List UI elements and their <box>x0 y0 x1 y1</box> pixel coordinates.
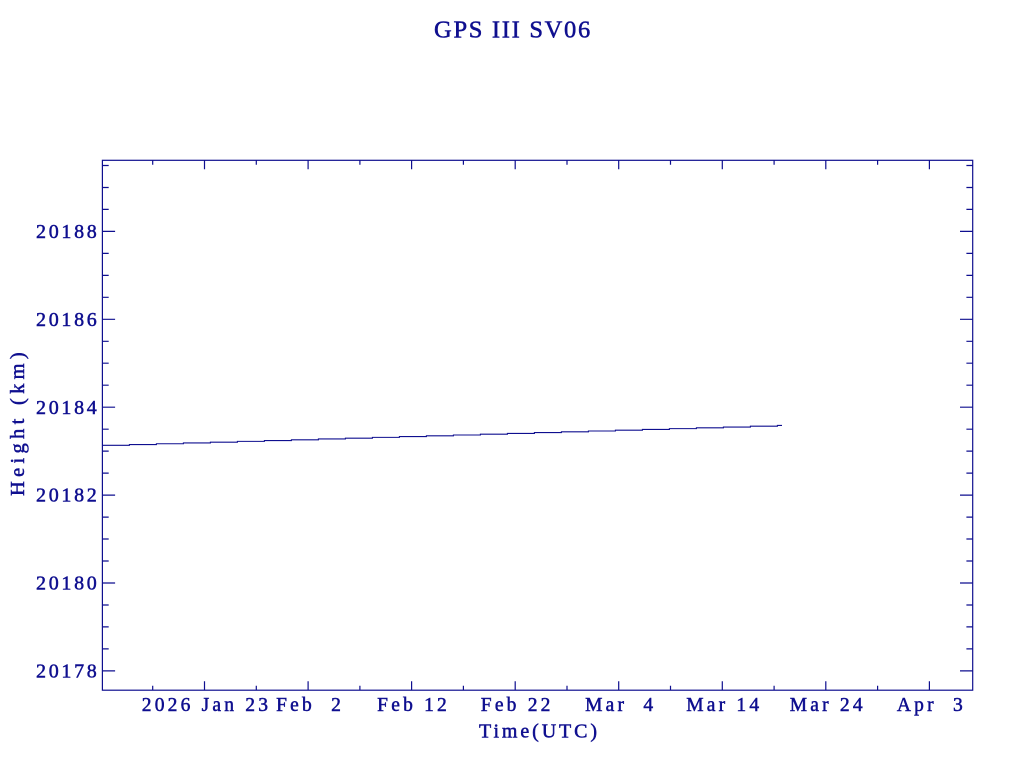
svg-text:Feb 2: Feb 2 <box>276 695 344 716</box>
svg-text:20178: 20178 <box>36 661 100 683</box>
svg-text:Time(UTC): Time(UTC) <box>479 721 600 743</box>
svg-text:20188: 20188 <box>36 221 100 243</box>
svg-text:20180: 20180 <box>36 573 100 595</box>
svg-text:Height (km): Height (km) <box>7 348 29 496</box>
svg-text:Feb 22: Feb 22 <box>481 695 554 716</box>
svg-text:Mar 24: Mar 24 <box>790 695 866 716</box>
svg-text:Apr 3: Apr 3 <box>897 695 966 716</box>
svg-text:Mar 14: Mar 14 <box>686 695 762 716</box>
svg-text:20184: 20184 <box>36 397 100 419</box>
svg-text:GPS III SV06: GPS III SV06 <box>434 17 592 44</box>
svg-text:20182: 20182 <box>36 485 100 507</box>
svg-text:2026 Jan 23: 2026 Jan 23 <box>142 695 271 716</box>
svg-text:Mar 4: Mar 4 <box>585 695 656 716</box>
svg-text:Feb 12: Feb 12 <box>377 695 450 716</box>
svg-text:20186: 20186 <box>36 309 100 331</box>
